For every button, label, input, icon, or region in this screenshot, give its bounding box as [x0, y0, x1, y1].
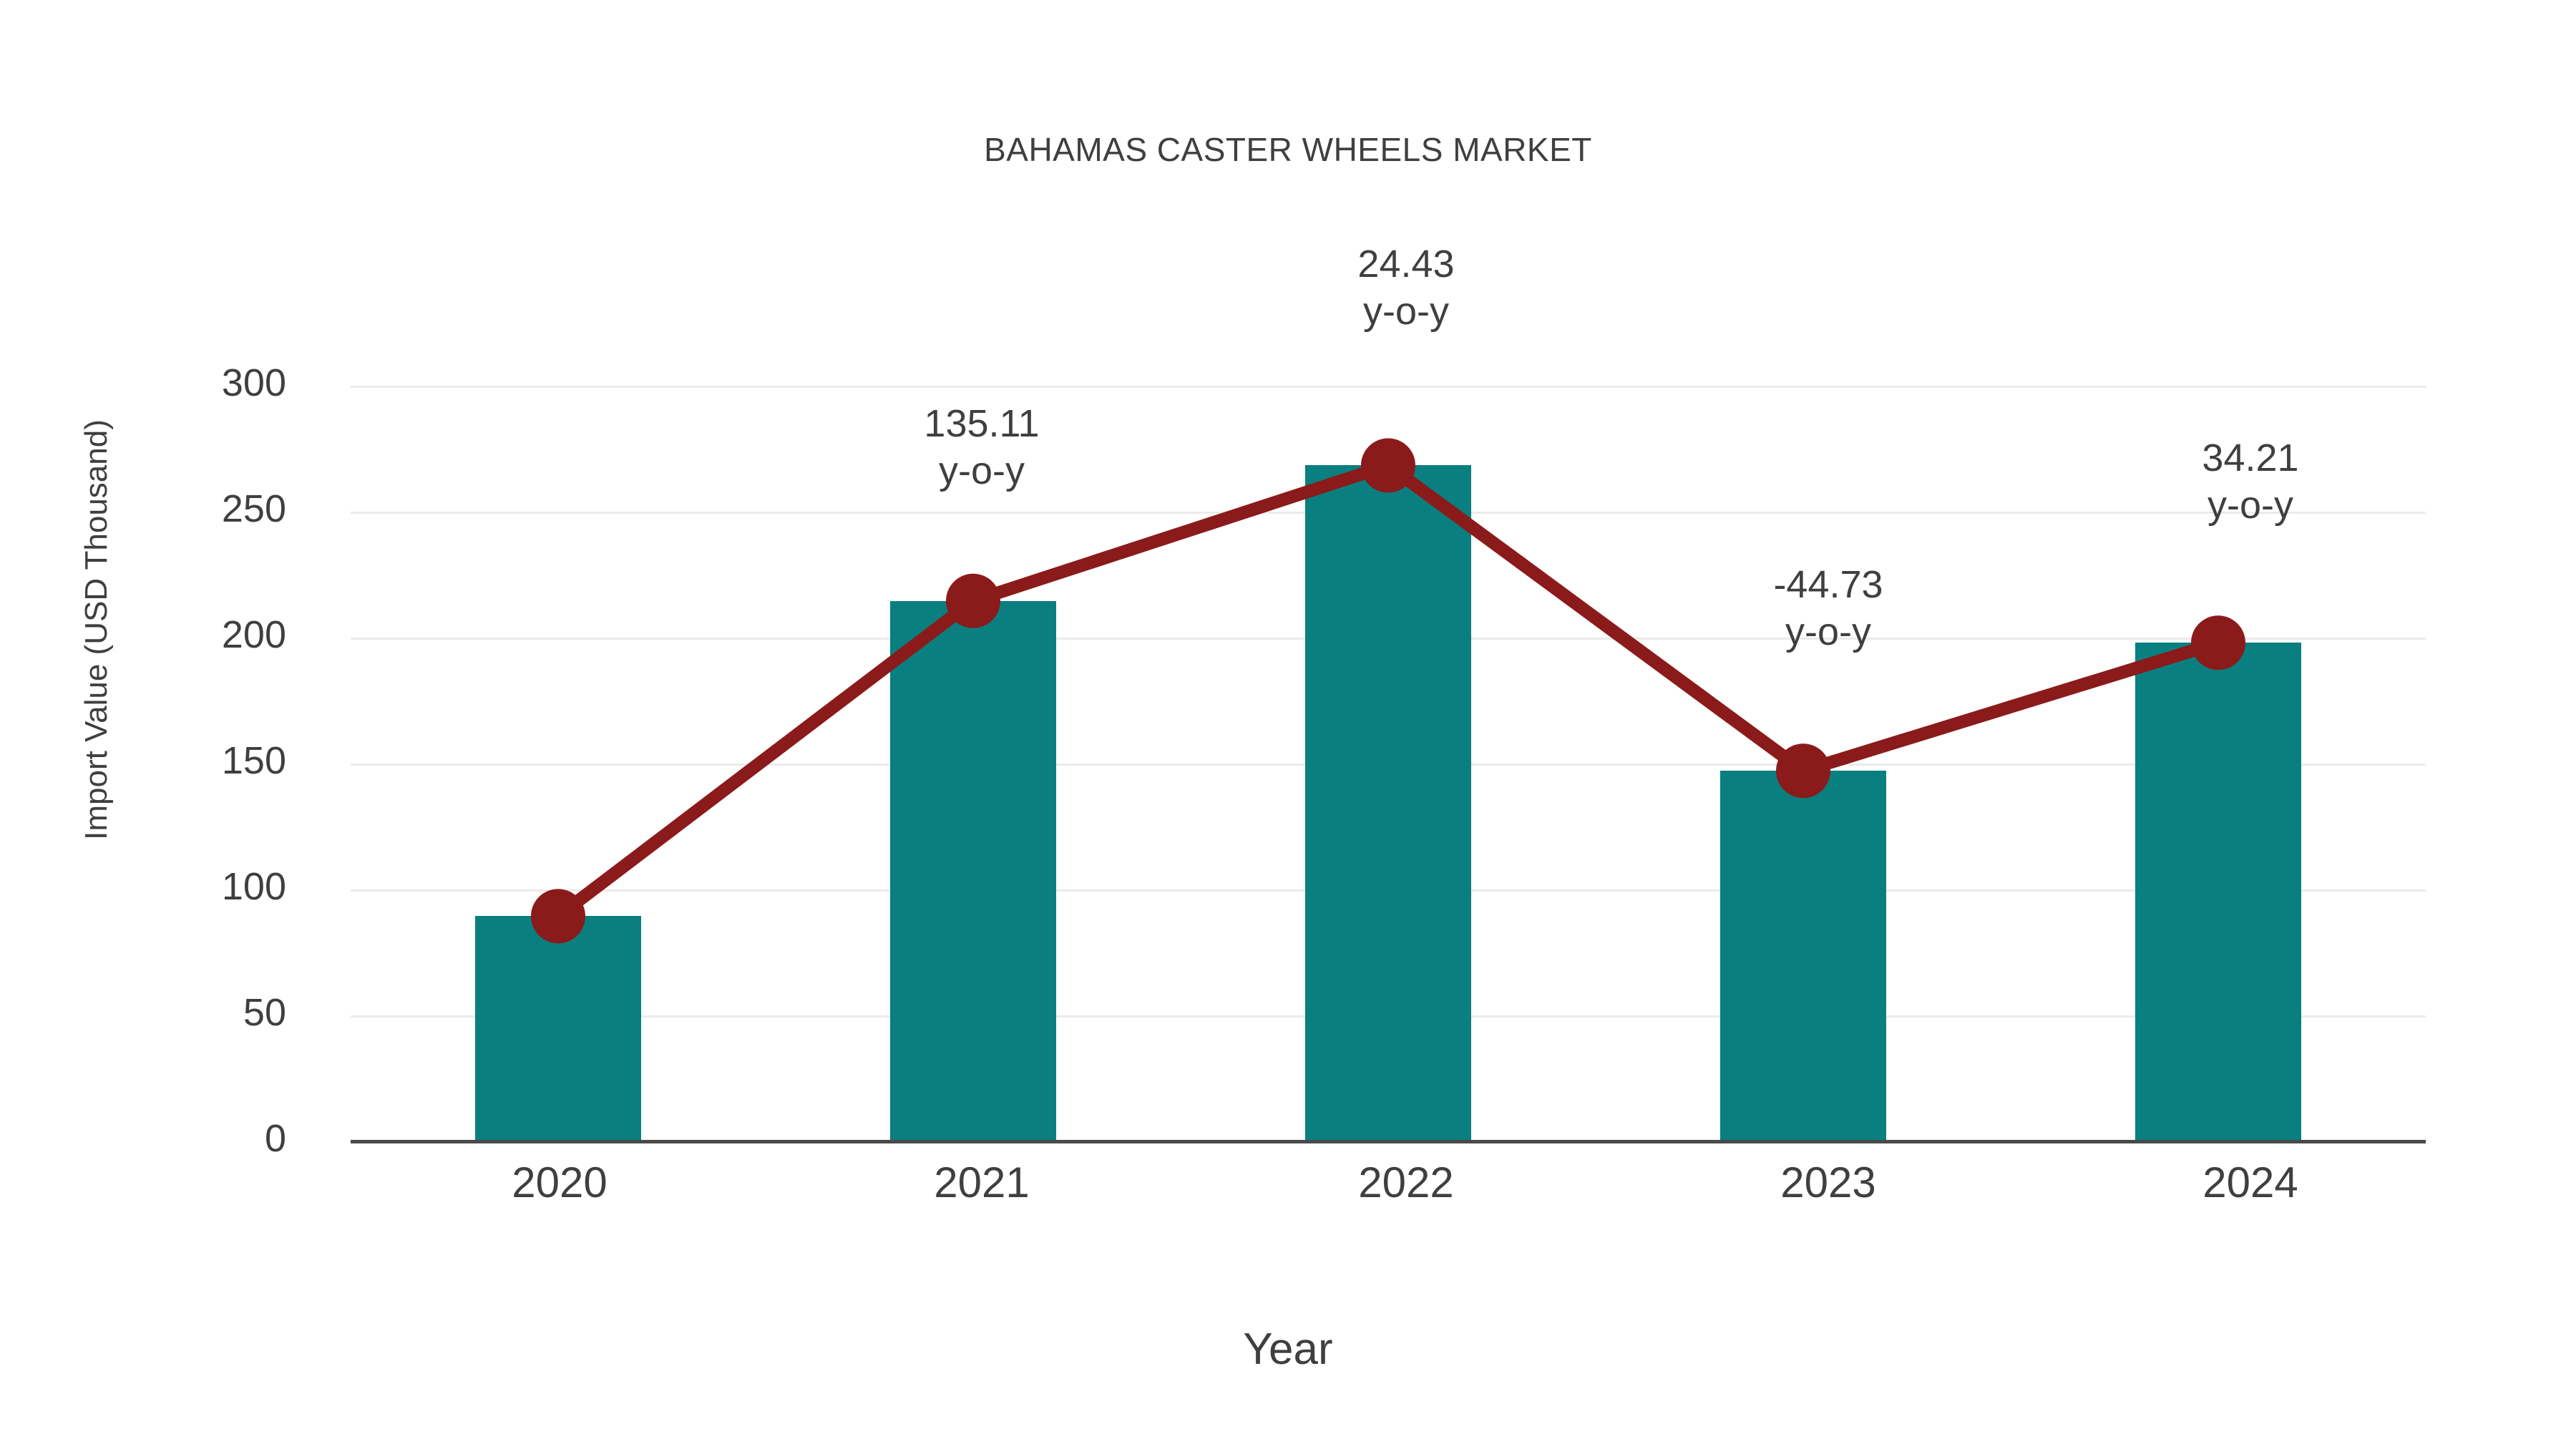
- y-tick-label-0: 0: [264, 1117, 286, 1160]
- x-tick-label-2020: 2020: [512, 1158, 608, 1206]
- x-tick-label-2023: 2023: [1780, 1158, 1876, 1206]
- annotation-2022-value: 24.43: [1357, 243, 1455, 286]
- bar-2022[interactable]: [1305, 465, 1471, 1143]
- bar-2021[interactable]: [890, 600, 1056, 1143]
- annotation-2021-value: 135.11: [924, 402, 1040, 445]
- y-tick-label-100: 100: [221, 865, 286, 908]
- y-tick-label-150: 150: [221, 739, 286, 782]
- x-tick-label-2021: 2021: [934, 1158, 1030, 1206]
- gridline-300: [351, 386, 2426, 388]
- bar-2020[interactable]: [475, 916, 641, 1143]
- x-axis-line: [351, 1140, 2426, 1143]
- annotation-2024-value: 34.21: [2202, 436, 2299, 479]
- x-tick-label-2024: 2024: [2202, 1158, 2298, 1206]
- annotation-2023: -44.73 y-o-y: [1664, 562, 1993, 656]
- annotation-2023-value: -44.73: [1773, 563, 1883, 606]
- x-tick-label-2022: 2022: [1358, 1158, 1454, 1206]
- bar-2024[interactable]: [2135, 643, 2301, 1143]
- y-tick-label-200: 200: [221, 613, 286, 656]
- y-tick-label-50: 50: [243, 991, 286, 1034]
- y-tick-label-250: 250: [221, 487, 286, 530]
- annotation-2021: 135.11 y-o-y: [817, 401, 1146, 495]
- x-axis-title: Year: [1243, 1324, 1333, 1374]
- annotation-2021-unit: y-o-y: [939, 449, 1025, 492]
- annotation-2024-unit: y-o-y: [2207, 483, 2293, 527]
- annotation-2022: 24.43 y-o-y: [1241, 241, 1571, 336]
- bar-2023[interactable]: [1720, 771, 1886, 1143]
- chart-title: BAHAMAS CASTER WHEELS MARKET: [984, 131, 1592, 168]
- annotation-2022-unit: y-o-y: [1363, 289, 1449, 333]
- annotation-2024: 34.21 y-o-y: [2086, 435, 2415, 530]
- annotation-2023-unit: y-o-y: [1785, 610, 1871, 653]
- y-tick-label-300: 300: [221, 361, 286, 404]
